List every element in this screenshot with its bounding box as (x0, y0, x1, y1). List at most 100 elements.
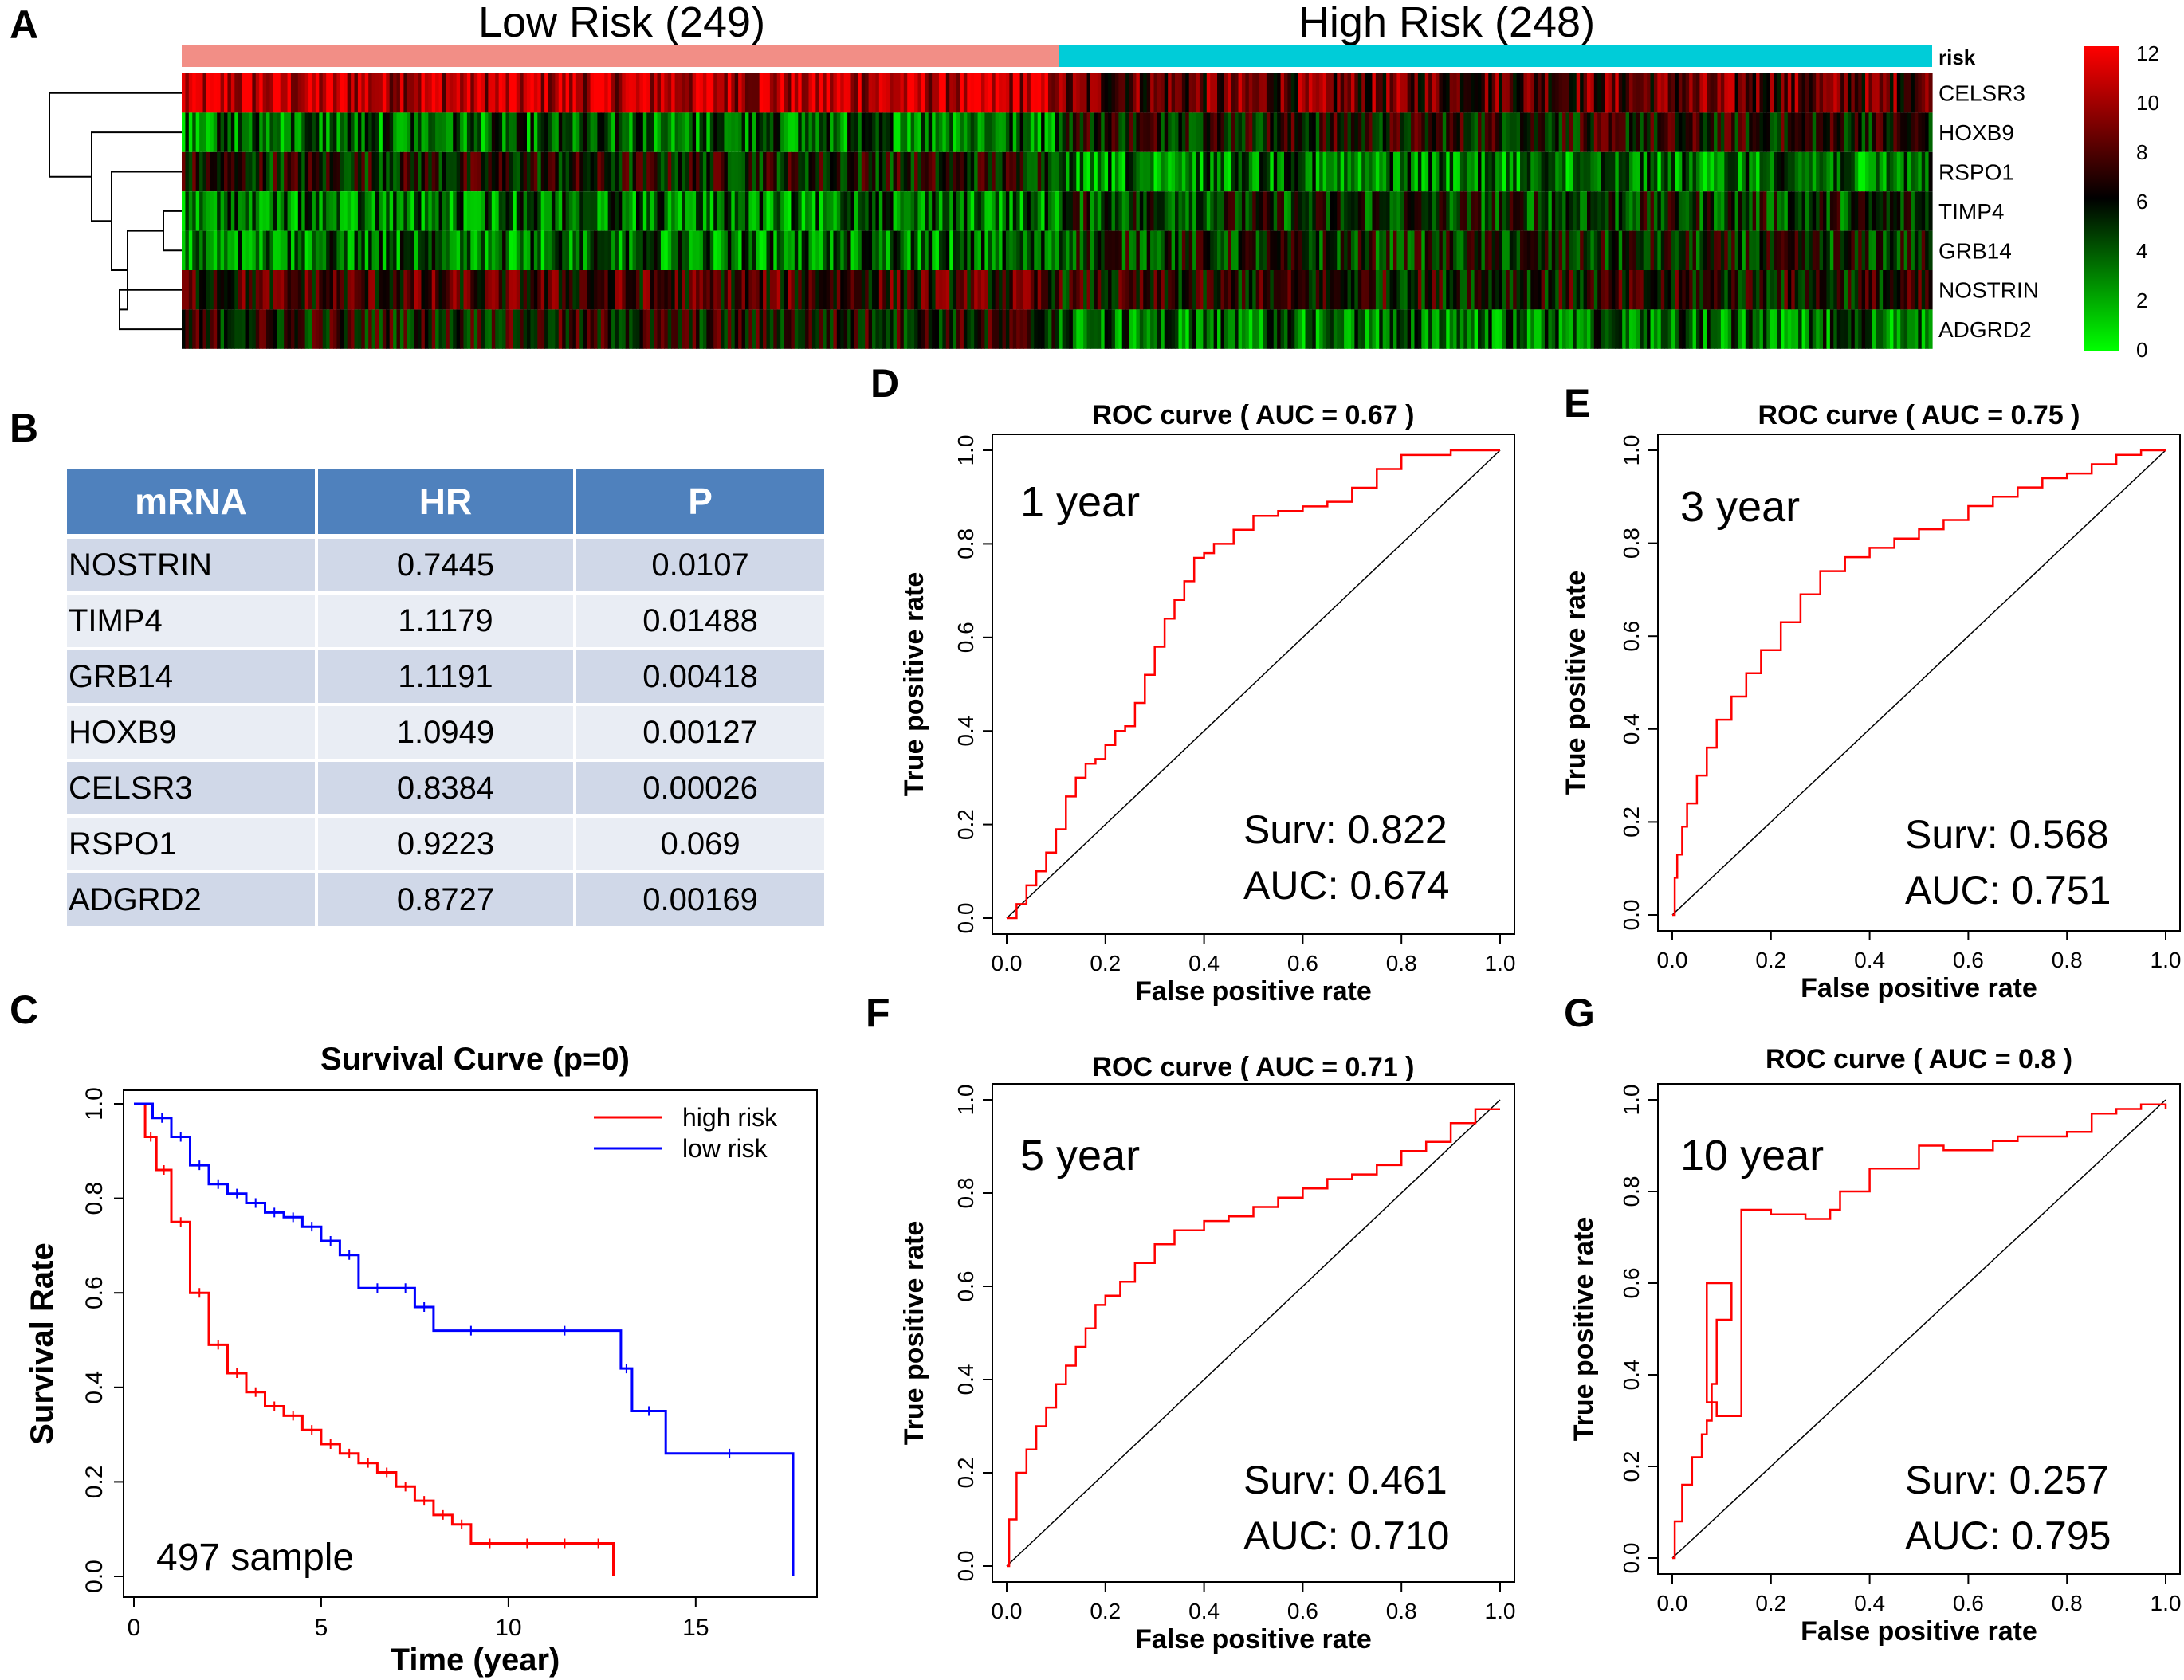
heatmap-cell (1707, 270, 1711, 310)
heatmap-cell (382, 191, 387, 231)
heatmap-cell (1583, 309, 1588, 349)
heatmap-cell (1047, 309, 1052, 349)
heatmap-cell (382, 151, 387, 192)
heatmap-cell (1548, 230, 1553, 270)
heatmap-cell (523, 73, 528, 113)
heatmap-cell (1069, 73, 1074, 113)
heatmap-cell (322, 230, 327, 270)
heatmap-cell (344, 270, 348, 310)
heatmap-cell (1298, 151, 1302, 192)
heatmap-cell (1055, 73, 1059, 113)
heatmap-cell (1125, 73, 1130, 113)
heatmap-cell (1290, 73, 1295, 113)
heatmap-cell (1471, 112, 1475, 152)
heatmap-cell (572, 191, 577, 231)
heatmap-cell (1312, 112, 1317, 152)
heatmap-cell (340, 112, 344, 152)
heatmap-cell (319, 112, 324, 152)
survival-ytick-label: 0.4 (81, 1371, 108, 1404)
heatmap-cell (371, 191, 376, 231)
survival-xlabel: Time (year) (391, 1643, 560, 1678)
heatmap-cell (1847, 309, 1852, 349)
heatmap-cell (738, 73, 743, 113)
heatmap-cell (396, 112, 401, 152)
heatmap-cell (949, 73, 954, 113)
heatmap-cell (1499, 309, 1503, 349)
heatmap-cell (1471, 191, 1475, 231)
heatmap-cell (1833, 73, 1838, 113)
heatmap-cell (925, 151, 929, 192)
cell-hr: 1.0949 (317, 706, 574, 762)
heatmap-cell (724, 73, 729, 113)
heatmap-cell (977, 112, 982, 152)
heatmap-cell (484, 112, 489, 152)
heatmap-cell (1228, 73, 1232, 113)
heatmap-cell (1484, 112, 1489, 152)
heatmap-cell (689, 191, 693, 231)
heatmap-cell (850, 191, 855, 231)
heatmap-cell (689, 230, 693, 270)
heatmap-cell (921, 73, 925, 113)
roc-ytick-label: 1.0 (1619, 1085, 1644, 1116)
heatmap-cell (713, 112, 718, 152)
heatmap-cell (692, 191, 697, 231)
heatmap-cell (533, 73, 538, 113)
heatmap-cell (1411, 151, 1416, 192)
heatmap-cell (833, 270, 838, 310)
heatmap-cell (1389, 230, 1394, 270)
heatmap-cell (294, 309, 299, 349)
heatmap-cell (956, 151, 961, 192)
heatmap-cell (396, 270, 401, 310)
heatmap-cell (1809, 309, 1813, 349)
heatmap-cell (1752, 230, 1757, 270)
heatmap-cell (1283, 230, 1289, 270)
heatmap-cell (811, 309, 816, 349)
heatmap-cell (382, 270, 387, 310)
heatmap-cell (1062, 151, 1066, 192)
heatmap-cell (1538, 230, 1542, 270)
heatmap-cell (1872, 112, 1876, 152)
heatmap-cell (185, 191, 190, 231)
heatmap-cell (1121, 73, 1126, 113)
heatmap-cell (1597, 270, 1602, 310)
heatmap-cell (938, 270, 943, 310)
heatmap-cell (1605, 73, 1609, 113)
heatmap-cell (393, 112, 398, 152)
heatmap-cell (449, 309, 454, 349)
heatmap-cell (1125, 191, 1130, 231)
dendrogram-branch (111, 171, 182, 271)
heatmap-cell (773, 112, 778, 152)
heatmap-cell (945, 112, 950, 152)
heatmap-cell (1833, 191, 1838, 231)
heatmap-cell (502, 112, 507, 152)
heatmap-cell (287, 230, 292, 270)
heatmap-cell (1382, 309, 1387, 349)
heatmap-cell (1354, 112, 1359, 152)
heatmap-cell (1255, 270, 1260, 310)
heatmap-cell (766, 191, 771, 231)
heatmap-cell (1111, 309, 1116, 349)
heatmap-cell (1083, 230, 1088, 270)
heatmap-cell (1876, 309, 1880, 349)
heatmap-cell (297, 73, 302, 113)
heatmap-cell (1030, 191, 1035, 231)
heatmap-cell (741, 73, 746, 113)
roc-xtick-label: 0.8 (1386, 1599, 1417, 1623)
heatmap-cell (671, 309, 676, 349)
heatmap-cell (1432, 191, 1436, 231)
heatmap-cell (1762, 112, 1767, 152)
heatmap-cell (1404, 309, 1408, 349)
heatmap-cell (393, 270, 398, 310)
heatmap-cell (481, 73, 485, 113)
heatmap-cell (731, 309, 736, 349)
heatmap-cell (473, 112, 478, 152)
heatmap-cell (255, 112, 260, 152)
heatmap-cell (202, 73, 207, 113)
heatmap-cell (565, 309, 570, 349)
heatmap-cell (1692, 309, 1697, 349)
heatmap-cell (1731, 309, 1736, 349)
heatmap-cell (597, 270, 602, 310)
heatmap-cell (689, 309, 693, 349)
heatmap-cell (1044, 270, 1049, 310)
heatmap-cell (1710, 112, 1715, 152)
